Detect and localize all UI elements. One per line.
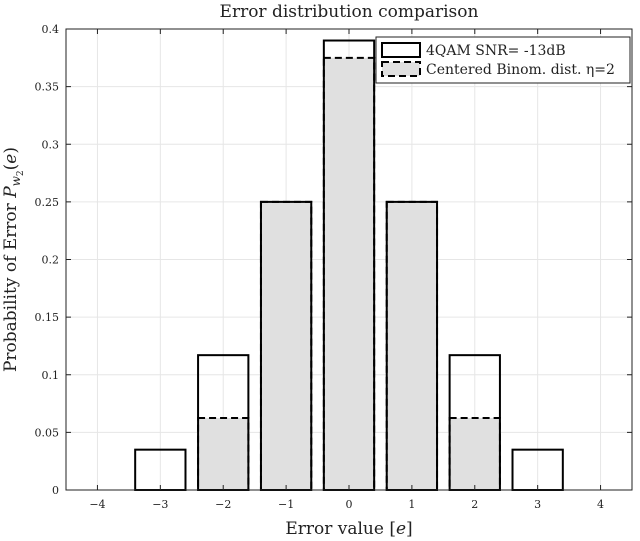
x-tick-label: 0 (346, 498, 353, 511)
y-tick-label: 0.05 (35, 426, 60, 439)
bar-binomial (385, 200, 439, 491)
chart-title: Error distribution comparison (220, 2, 479, 22)
x-tick-label: −4 (89, 498, 105, 511)
y-tick-label: 0.3 (42, 138, 60, 151)
legend-swatch (381, 42, 421, 58)
x-tick-label: −2 (215, 498, 231, 511)
legend-label: Centered Binom. dist. η=2 (426, 62, 615, 78)
x-axis-label: Error value [e] (285, 519, 412, 539)
bars (134, 39, 564, 492)
bar-binomial (448, 416, 501, 491)
y-tick-label: 0 (52, 484, 59, 497)
x-tick-label: 1 (408, 498, 415, 511)
x-tick-label: 4 (597, 498, 604, 511)
legend: 4QAM SNR= -13dB Centered Binom. dist. η=2 (375, 36, 631, 84)
legend-swatch (381, 61, 421, 77)
ticks: −4 −3 −2 −1 0 1 2 3 4 0 0.05 0.1 0.15 0.2 0.25 0.3 0.35 0… (35, 23, 632, 511)
y-tick-label: 0.1 (42, 369, 60, 382)
y-tick-label: 0.4 (42, 23, 60, 36)
y-tick-label: 0.15 (35, 311, 60, 324)
x-tick-label: −3 (152, 498, 168, 511)
y-tick-label: 0.35 (35, 81, 60, 94)
x-tick-label: 2 (471, 498, 478, 511)
y-axis-label: Probability of Error Pw2(e) (1, 147, 26, 372)
x-tick-label: −1 (278, 498, 294, 511)
bar-binomial (322, 56, 376, 491)
bar-binomial (259, 200, 313, 491)
legend-label: 4QAM SNR= -13dB (426, 43, 566, 59)
y-tick-label: 0.2 (42, 254, 60, 267)
y-tick-label: 0.25 (35, 196, 60, 209)
bar-binomial (197, 416, 250, 491)
x-tick-label: 3 (534, 498, 541, 511)
